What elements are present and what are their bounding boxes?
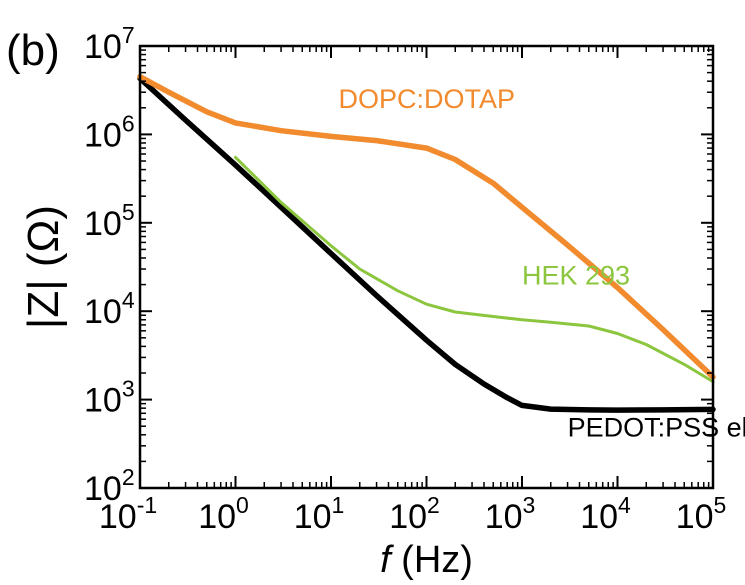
y-tick-label: 102 (84, 464, 135, 508)
series-annotation-0: DOPC:DOTAP (339, 84, 516, 114)
x-tick-label: 101 (294, 492, 345, 536)
x-tick-label: 104 (580, 492, 631, 536)
y-tick-label: 107 (84, 22, 135, 66)
y-tick-label: 106 (84, 110, 135, 154)
series-line-0 (137, 75, 716, 413)
x-tick-label: 100 (198, 492, 249, 536)
series-annotation-1: HEK 293 (522, 261, 630, 291)
x-tick-label: 105 (676, 492, 727, 536)
y-tick-label: 104 (84, 287, 135, 331)
series-annotation-2: PEDOT:PSS electrode (568, 413, 745, 443)
y-tick-label: 103 (84, 376, 135, 420)
x-tick-label: 10-1 (99, 492, 157, 536)
y-axis-label: |Z| (Ω) (19, 205, 68, 329)
x-tick-label: 103 (485, 492, 536, 536)
y-tick-label: 105 (84, 199, 135, 243)
x-tick-label: 102 (389, 492, 440, 536)
panel-label: (b) (6, 26, 60, 75)
series-line-2 (137, 73, 716, 380)
series-line-1 (234, 155, 715, 384)
x-axis-label: f (Hz) (380, 539, 473, 581)
